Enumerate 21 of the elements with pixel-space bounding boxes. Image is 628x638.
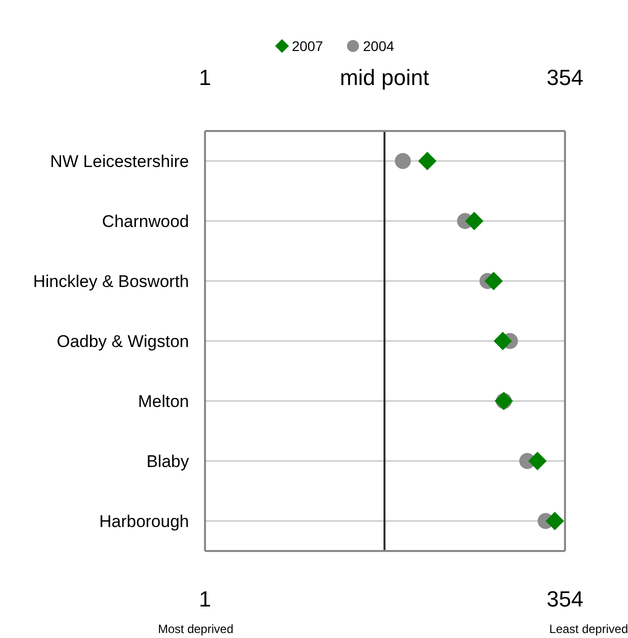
text: Most deprived bbox=[158, 622, 234, 636]
point bbox=[465, 212, 484, 230]
y-tick-label: Blaby bbox=[146, 452, 190, 472]
point bbox=[484, 272, 503, 290]
point bbox=[494, 332, 512, 350]
x2-tick-label: 354 bbox=[546, 65, 584, 90]
ref-line-label: mid point bbox=[340, 65, 430, 90]
text: Least deprived bbox=[549, 622, 628, 636]
point bbox=[394, 153, 411, 169]
y-tick-label: Harborough bbox=[99, 512, 189, 532]
y-tick-label: NW Leicestershire bbox=[50, 152, 189, 172]
point bbox=[418, 152, 437, 170]
y-tick-label: Hinckley & Bosworth bbox=[33, 272, 189, 292]
x2-tick-label: 1 bbox=[198, 65, 212, 90]
y-tick-label: Oadby & Wigston bbox=[56, 332, 189, 352]
legend-label: 2007 bbox=[292, 38, 323, 54]
point bbox=[528, 452, 547, 470]
legend-label: 2004 bbox=[363, 38, 394, 54]
y-tick-label: Melton bbox=[138, 392, 189, 412]
y-tick-label: Charnwood bbox=[102, 212, 189, 232]
point bbox=[546, 512, 564, 530]
